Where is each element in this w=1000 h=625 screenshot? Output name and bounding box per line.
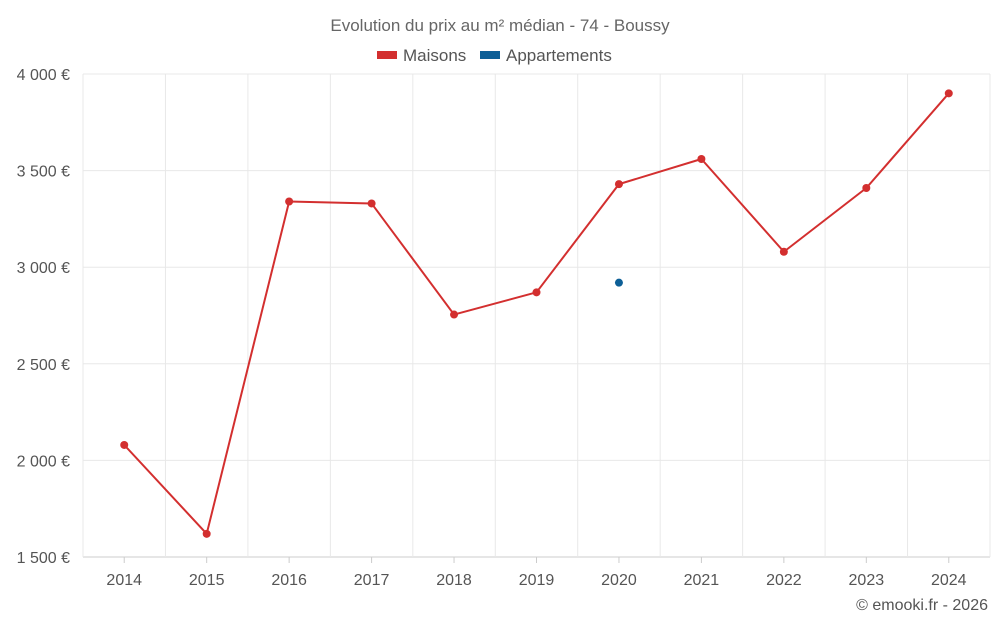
data-point-maisons-2016[interactable] — [285, 197, 294, 206]
data-point-maisons-2022[interactable] — [779, 247, 788, 256]
legend-item-maisons[interactable]: Maisons — [377, 46, 466, 65]
legend-label-appartements: Appartements — [506, 46, 612, 65]
y-tick-label: 1 500 € — [17, 550, 70, 567]
x-tick-label: 2022 — [766, 572, 802, 589]
x-tick-label: 2015 — [189, 572, 225, 589]
x-axis-ticks: 2014 2015 2016 2017 2018 2019 2020 2021 2022 2023… — [106, 557, 967, 589]
legend: Maisons Appartements — [377, 46, 612, 65]
legend-label-maisons: Maisons — [403, 46, 466, 65]
y-tick-label: 3 500 € — [17, 164, 70, 181]
data-point-maisons-2018[interactable] — [450, 310, 459, 319]
data-point-maisons-2021[interactable] — [697, 155, 706, 164]
data-point-maisons-2019[interactable] — [532, 288, 541, 297]
credit-text: © emooki.fr - 2026 — [856, 597, 988, 614]
y-tick-label: 3 000 € — [17, 260, 70, 277]
legend-swatch-appartements — [480, 51, 500, 59]
grid — [82, 73, 991, 558]
x-tick-label: 2018 — [436, 572, 472, 589]
x-tick-label: 2016 — [271, 572, 307, 589]
data-point-appartements-2020[interactable] — [614, 278, 623, 287]
series-layer — [120, 89, 953, 538]
y-axis-ticks: 1 500 € 2 000 € 2 500 € 3 000 € 3 500 € 4 000… — [17, 67, 70, 567]
x-tick-label: 2014 — [106, 572, 142, 589]
data-point-maisons-2020[interactable] — [614, 180, 623, 189]
data-point-maisons-2014[interactable] — [120, 440, 129, 449]
legend-swatch-maisons — [377, 51, 397, 59]
x-tick-label: 2020 — [601, 572, 637, 589]
data-point-maisons-2024[interactable] — [944, 89, 953, 98]
x-tick-label: 2019 — [519, 572, 555, 589]
x-tick-label: 2023 — [849, 572, 885, 589]
chart-title: Evolution du prix au m² médian - 74 - Bo… — [330, 16, 670, 35]
data-point-maisons-2015[interactable] — [202, 529, 211, 538]
x-tick-label: 2021 — [684, 572, 720, 589]
x-tick-label: 2024 — [931, 572, 967, 589]
data-point-maisons-2023[interactable] — [862, 183, 871, 192]
y-tick-label: 4 000 € — [17, 67, 70, 84]
y-tick-label: 2 500 € — [17, 357, 70, 374]
y-tick-label: 2 000 € — [17, 453, 70, 470]
data-point-maisons-2017[interactable] — [367, 199, 376, 208]
x-tick-label: 2017 — [354, 572, 390, 589]
legend-item-appartements[interactable]: Appartements — [480, 46, 612, 65]
